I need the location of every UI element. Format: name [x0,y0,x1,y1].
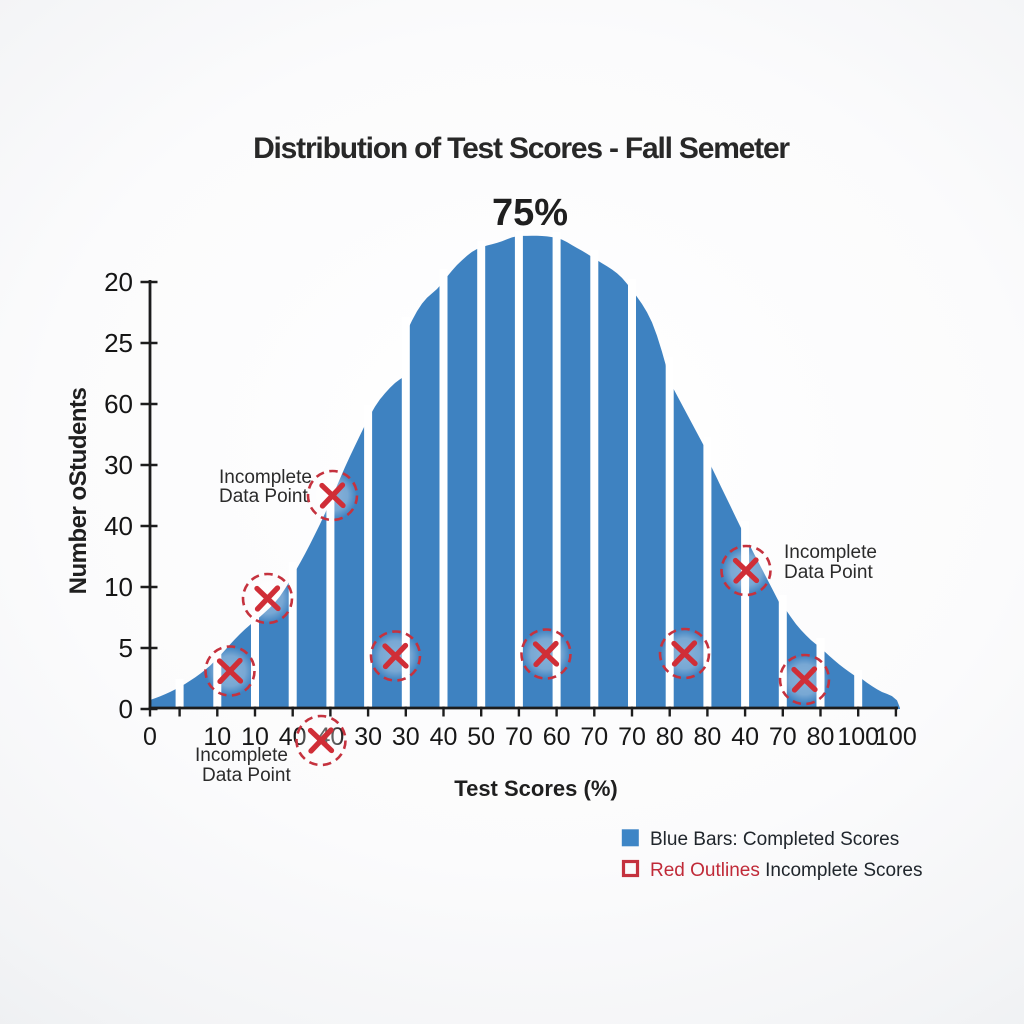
svg-text:60: 60 [543,723,571,751]
svg-text:Incomplete: Incomplete [219,467,312,488]
svg-text:5: 5 [119,633,133,663]
svg-text:Data Point: Data Point [202,765,291,786]
svg-text:40: 40 [104,511,133,541]
svg-text:70: 70 [769,723,797,751]
svg-text:30: 30 [104,450,133,480]
svg-text:0: 0 [143,723,157,751]
svg-text:Distribution of Test Scores -: Distribution of Test Scores - Fall Semet… [253,132,790,165]
svg-text:70: 70 [505,723,533,751]
svg-text:10: 10 [203,723,231,751]
svg-text:Incomplete: Incomplete [195,745,288,766]
svg-text:Incomplete: Incomplete [784,542,877,563]
svg-text:25: 25 [104,328,133,358]
svg-text:Blue Bars: Completed Scores: Blue Bars: Completed Scores [650,829,899,850]
svg-text:40: 40 [731,723,759,751]
svg-text:60: 60 [104,389,133,419]
svg-text:70: 70 [618,723,646,751]
svg-text:Data Point: Data Point [219,486,308,507]
svg-text:80: 80 [807,723,835,751]
svg-text:30: 30 [354,723,382,751]
svg-text:20: 20 [104,267,133,297]
svg-text:80: 80 [656,723,684,751]
svg-text:70: 70 [580,723,608,751]
svg-text:Data Point: Data Point [784,562,873,583]
svg-text:10: 10 [241,723,269,751]
svg-text:10: 10 [104,572,133,602]
svg-text:100: 100 [837,723,879,751]
svg-text:75%: 75% [492,192,568,234]
svg-text:50: 50 [467,723,495,751]
svg-text:30: 30 [392,723,420,751]
svg-text:100: 100 [875,723,917,751]
svg-text:0: 0 [119,694,133,724]
svg-text:Red Outlines Incomplete Scores: Red Outlines Incomplete Scores [650,860,922,881]
svg-text:Number oStudents: Number oStudents [65,388,92,595]
svg-text:Test Scores (%): Test Scores (%) [454,776,617,801]
svg-text:80: 80 [693,723,721,751]
svg-text:40: 40 [430,723,458,751]
